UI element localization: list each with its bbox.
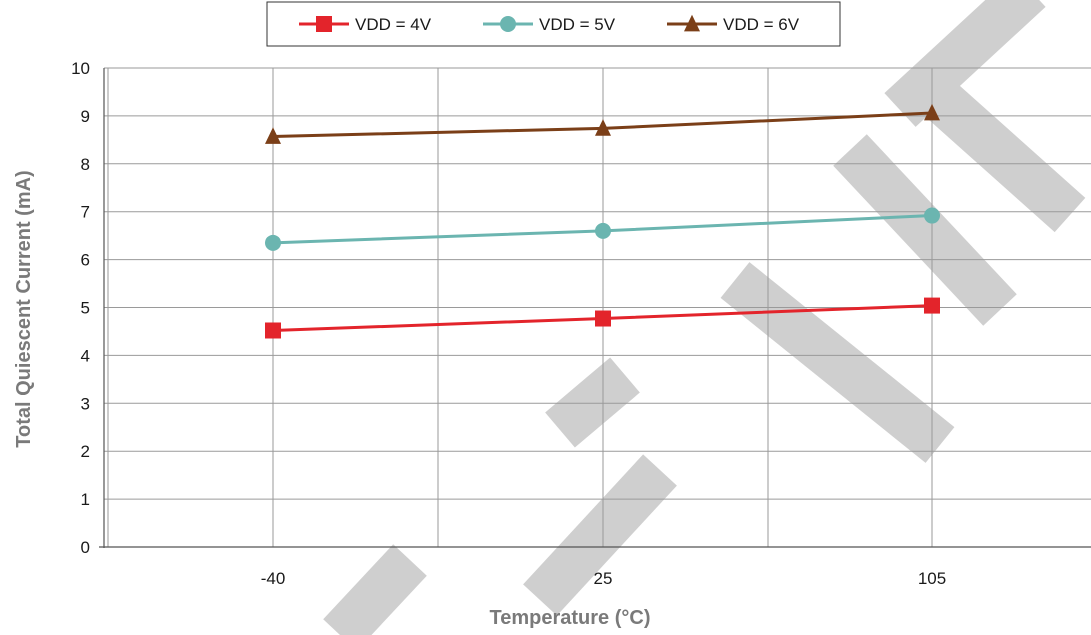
data-point-circle bbox=[924, 207, 940, 224]
y-tick-labels: 0 1 2 3 4 5 6 7 8 9 10 bbox=[71, 59, 90, 557]
legend-item: VDD = 5V bbox=[483, 15, 616, 34]
data-point-square bbox=[265, 322, 281, 339]
axes bbox=[99, 68, 1091, 548]
data-point-circle bbox=[595, 222, 611, 239]
y-tick-label: 4 bbox=[81, 346, 90, 365]
y-tick-label: 5 bbox=[81, 299, 90, 318]
watermark-stroke bbox=[545, 357, 640, 448]
data-point-triangle bbox=[595, 119, 611, 136]
x-tick-labels: -40 25 105 bbox=[261, 569, 946, 588]
watermark-stroke bbox=[323, 544, 427, 635]
data-point-triangle bbox=[924, 103, 940, 121]
series-3 bbox=[265, 103, 940, 144]
legend: VDD = 4V VDD = 5V VDD = 6V bbox=[266, 1, 841, 47]
data-point-square bbox=[924, 297, 940, 314]
legend-label: VDD = 6V bbox=[723, 15, 800, 34]
watermark bbox=[323, 0, 1086, 635]
y-tick-label: 0 bbox=[81, 538, 90, 557]
data-point-triangle bbox=[265, 127, 281, 144]
data-point-square bbox=[595, 310, 611, 327]
y-tick-label: 7 bbox=[81, 203, 90, 222]
y-tick-label: 8 bbox=[81, 155, 90, 174]
data-point-triangle bbox=[684, 14, 700, 32]
watermark-stroke bbox=[720, 262, 955, 463]
data-point-circle bbox=[500, 16, 516, 32]
y-tick-label: 2 bbox=[81, 442, 90, 461]
y-axis-title: Total Quiescent Current (mA) bbox=[13, 170, 35, 447]
series-1 bbox=[265, 297, 940, 339]
legend-item: VDD = 4V bbox=[299, 15, 432, 34]
x-tick-label: 105 bbox=[918, 569, 946, 588]
legend-label: VDD = 4V bbox=[355, 15, 432, 34]
y-tick-label: 1 bbox=[81, 490, 90, 509]
series-2 bbox=[265, 207, 940, 251]
x-axis-title: Temperature (°C) bbox=[490, 607, 651, 629]
grid-lines bbox=[104, 67, 1091, 548]
y-tick-label: 10 bbox=[71, 59, 90, 78]
x-tick-label: -40 bbox=[261, 569, 286, 588]
series-group bbox=[265, 103, 940, 339]
data-point-circle bbox=[265, 234, 281, 251]
y-tick-label: 6 bbox=[81, 251, 90, 270]
watermark-stroke bbox=[884, 0, 1046, 127]
x-tick-label: 25 bbox=[594, 569, 613, 588]
watermark-stroke bbox=[914, 72, 1086, 233]
legend-box bbox=[266, 1, 841, 47]
watermark-stroke bbox=[833, 134, 1017, 326]
legend-item: VDD = 6V bbox=[667, 14, 800, 34]
y-tick-label: 3 bbox=[81, 394, 90, 413]
watermark-stroke bbox=[523, 454, 677, 616]
y-tick-label: 9 bbox=[81, 107, 90, 126]
data-point-square bbox=[316, 16, 332, 32]
legend-label: VDD = 5V bbox=[539, 15, 616, 34]
